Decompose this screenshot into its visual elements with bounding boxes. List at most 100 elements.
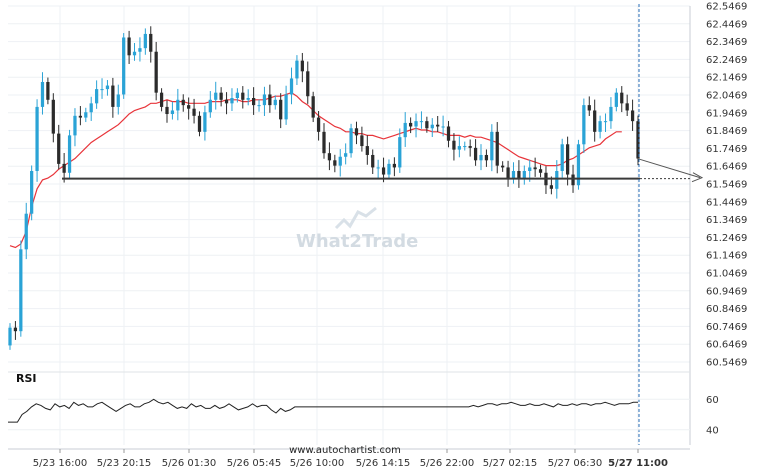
candle-body [560,144,564,171]
candle-body [473,147,478,161]
candle-body [506,167,510,179]
candle-body [300,60,304,72]
candle-body [46,81,50,100]
candle-body [100,89,104,91]
candle-body [73,115,77,136]
candle-body [501,165,505,168]
time-tick-label: 5/27 06:30 [548,458,602,469]
candle-body [51,99,55,134]
candle-body [40,81,45,107]
time-tick-label: 5/26 05:45 [227,458,281,469]
time-axis: 5/23 16:00 5/23 20:15 5/26 01:30 5/26 05:45… [8,448,690,469]
candle-body [187,105,191,109]
candle-body [214,92,218,100]
candle-body [555,170,559,189]
price-tick-label: 61.9469 [706,108,747,119]
candle-body [495,131,499,166]
candle-body [316,117,321,132]
candle-body [419,121,424,123]
candle-body [565,144,570,175]
candle-body [122,37,126,95]
candle-body [30,170,34,214]
rsi-tick-label: 40 [706,425,719,436]
time-tick-label: 5/26 22:00 [420,458,474,469]
time-tick-label: 5/26 14:15 [356,458,410,469]
price-tick-label: 62.4469 [706,19,747,30]
time-tick-label: 5/26 10:00 [290,458,344,469]
candle-body [403,122,407,138]
candle-body [289,78,294,95]
candle-body [425,121,429,129]
candle-body [295,60,299,79]
candle-body [452,140,456,150]
candle-body [430,124,434,129]
candle-body [446,126,451,141]
candle-body [230,98,234,104]
price-tick-label: 61.5469 [706,180,747,191]
grid [8,5,691,445]
candle-body [333,160,337,166]
candle-body [19,249,23,332]
candle-body [116,94,120,107]
candle-body [511,170,516,179]
candle-body [603,121,608,123]
candle-body [262,94,267,106]
candle-body [35,106,39,171]
candle-body [484,154,489,161]
candle-body [381,167,386,175]
watermark: What2Trade [296,231,418,252]
candle-body [344,153,348,157]
forecast-arrow-head [691,172,704,183]
price-tick-label: 62.0469 [706,91,747,102]
candle-body [365,146,369,155]
candle-body [392,163,397,168]
rsi-label: RSI [16,372,37,385]
candle-body [538,169,543,173]
candle-body [549,185,554,189]
candle-body [479,154,483,161]
candle-body [414,121,418,127]
candle-body [457,146,461,150]
forecast-arrow [638,158,701,179]
time-tick-label: 5/23 16:00 [33,458,87,469]
candle-body [84,112,88,118]
candle-body [67,135,72,173]
candle-body [181,99,185,106]
candle-body [322,131,326,154]
candle-body [268,94,272,106]
time-tick-label: 5/23 20:15 [97,458,151,469]
candle-body [224,99,229,104]
candle-body [360,135,364,147]
candle-body [387,163,391,175]
price-tick-label: 61.0469 [706,269,747,280]
candle-body [176,99,180,111]
time-tick-label: 5/27 02:15 [483,458,537,469]
price-tick-label: 60.9469 [706,286,747,297]
candle-body [528,167,532,171]
candle-body [111,85,115,107]
candle-body [246,98,250,100]
candle-body [208,99,212,113]
rsi-panel: RSI 60 40 [8,371,719,436]
candle-body [571,174,575,186]
candle-body [24,213,28,250]
candle-body [306,71,310,97]
candle-body [105,85,110,90]
price-tick-label: 60.7469 [706,322,747,333]
candle-body [441,126,445,128]
candle-body [598,121,602,132]
time-tick-label: 5/26 01:30 [162,458,216,469]
candle-body [371,154,375,168]
candle-body [490,131,494,161]
candle-body [630,110,635,122]
price-tick-label: 61.1469 [706,251,747,262]
candle-body [376,167,380,169]
support-level [62,4,704,445]
candle-body [620,92,624,104]
candle-body [576,144,581,186]
candle-body [57,133,61,164]
candle-body [349,128,353,154]
ma-series-line [9,92,622,249]
candle-body [284,94,288,120]
price-tick-label: 61.3469 [706,215,747,226]
